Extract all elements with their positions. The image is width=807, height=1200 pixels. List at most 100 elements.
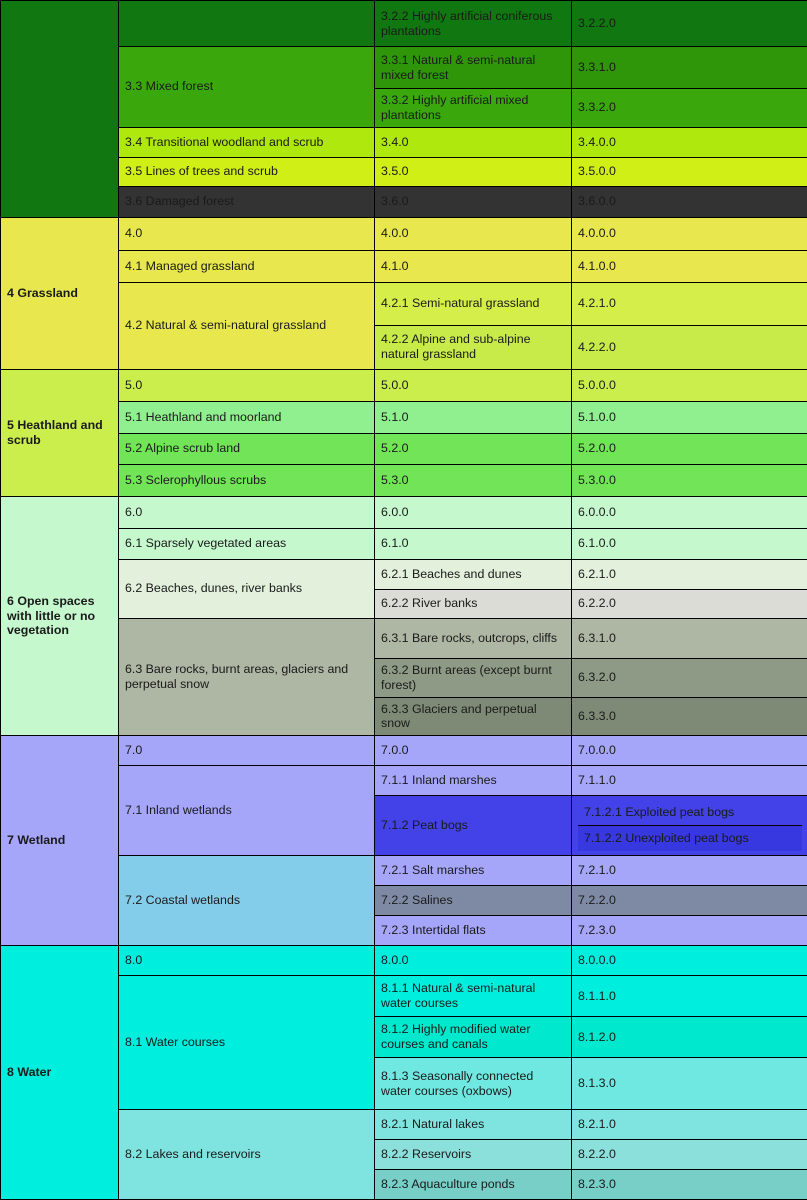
level4-code-cell: 8.1.3.0: [572, 1058, 807, 1110]
level3-class-cell: 8.2.3 Aquaculture ponds: [375, 1170, 572, 1200]
level4-code-cell: 3.5.0.0: [572, 157, 807, 186]
level4-code-cell: 4.2.1.0: [572, 282, 807, 325]
level3-class-cell: 6.2.1 Beaches and dunes: [375, 559, 572, 589]
level4-code-cell: 4.0.0.0: [572, 217, 807, 250]
level3-class-cell: 4.1.0: [375, 250, 572, 282]
level3-class-cell: 8.2.1 Natural lakes: [375, 1110, 572, 1140]
level2-class-cell: 4.2 Natural & semi-natural grassland: [119, 282, 375, 369]
level2-class-cell: 7.2 Coastal wetlands: [119, 856, 375, 946]
level2-class-cell: 6.2 Beaches, dunes, river banks: [119, 559, 375, 618]
level4-code-cell: 6.3.2.0: [572, 658, 807, 697]
level3-class-cell: 3.4.0: [375, 127, 572, 157]
level4-code-cell: 6.2.1.0: [572, 559, 807, 589]
level1-category-cell: [1, 1, 119, 218]
level2-class-cell: 3.6 Damaged forest: [119, 186, 375, 217]
level2-class-cell: [119, 1, 375, 47]
table-row: 3.2.2 Highly artificial coniferous plant…: [1, 1, 807, 47]
level3-class-cell: 5.2.0: [375, 433, 572, 464]
level2-class-cell: 3.5 Lines of trees and scrub: [119, 157, 375, 186]
level3-class-cell: 3.6.0: [375, 186, 572, 217]
level4-code-cell: 6.1.0.0: [572, 528, 807, 559]
level4-code-cell: 6.2.2.0: [572, 589, 807, 618]
level3-class-cell: 7.2.1 Salt marshes: [375, 856, 572, 886]
level4-code-cell: 5.0.0.0: [572, 369, 807, 401]
level2-class-cell: 8.2 Lakes and reservoirs: [119, 1110, 375, 1200]
level4-code-cell: 3.2.2.0: [572, 1, 807, 47]
level4-code-cell: 4.1.0.0: [572, 250, 807, 282]
level4-code-cell: 6.0.0.0: [572, 496, 807, 528]
level4-code-cell: 7.2.2.0: [572, 886, 807, 916]
level4-code-cell: 4.2.2.0: [572, 325, 807, 369]
level2-class-cell: 8.0: [119, 946, 375, 976]
level2-class-cell: 6.0: [119, 496, 375, 528]
level2-class-cell: 5.1 Heathland and moorland: [119, 401, 375, 433]
level1-category-cell: 7 Wetland: [1, 736, 119, 946]
level1-category-cell: 8 Water: [1, 946, 119, 1200]
level4-code-cell: 6.3.3.0: [572, 697, 807, 736]
level3-class-cell: 6.3.2 Burnt areas (except burnt forest): [375, 658, 572, 697]
level3-class-cell: 7.0.0: [375, 736, 572, 766]
level4-code-cell: 8.2.3.0: [572, 1170, 807, 1200]
level2-class-cell: 4.1 Managed grassland: [119, 250, 375, 282]
level3-class-cell: 3.5.0: [375, 157, 572, 186]
level4-code-cell: 5.3.0.0: [572, 464, 807, 496]
level4-code-cell: 3.3.1.0: [572, 47, 807, 89]
level3-class-cell: 7.2.2 Salines: [375, 886, 572, 916]
level2-class-cell: 6.3 Bare rocks, burnt areas, glaciers an…: [119, 618, 375, 736]
table-row: 6 Open spaces with little or no vegetati…: [1, 496, 807, 528]
level3-class-cell: 4.0.0: [375, 217, 572, 250]
level3-class-cell: 4.2.2 Alpine and sub-alpine natural gras…: [375, 325, 572, 369]
level3-class-cell: 4.2.1 Semi-natural grassland: [375, 282, 572, 325]
level2-class-cell: 3.4 Transitional woodland and scrub: [119, 127, 375, 157]
level3-class-cell: 8.1.2 Highly modified water courses and …: [375, 1017, 572, 1058]
level2-class-cell: 5.0: [119, 369, 375, 401]
level3-class-cell: 8.1.1 Natural & semi-natural water cours…: [375, 976, 572, 1017]
level3-class-cell: 5.0.0: [375, 369, 572, 401]
level3-class-cell: 5.1.0: [375, 401, 572, 433]
level4-code-cell: 6.3.1.0: [572, 618, 807, 658]
level4-code-cell: 8.0.0.0: [572, 946, 807, 976]
level2-class-cell: 4.0: [119, 217, 375, 250]
level2-class-cell: 6.1 Sparsely vegetated areas: [119, 528, 375, 559]
level2-class-cell: 5.2 Alpine scrub land: [119, 433, 375, 464]
level3-class-cell: 8.2.2 Reservoirs: [375, 1140, 572, 1170]
level3-class-cell: 6.3.1 Bare rocks, outcrops, cliffs: [375, 618, 572, 658]
level1-category-cell: 5 Heathland and scrub: [1, 369, 119, 496]
level3-class-cell: 6.3.3 Glaciers and perpetual snow: [375, 697, 572, 736]
level4-code-cell: 8.2.1.0: [572, 1110, 807, 1140]
table-row: 6.3 Bare rocks, burnt areas, glaciers an…: [1, 618, 807, 658]
level4-code-cell: 3.3.2.0: [572, 89, 807, 128]
level4-code-cell: 3.6.0.0: [572, 186, 807, 217]
level3-class-cell: 5.3.0: [375, 464, 572, 496]
level4-code-cell: 8.2.2.0: [572, 1140, 807, 1170]
level1-category-cell: 6 Open spaces with little or no vegetati…: [1, 496, 119, 736]
level3-class-cell: 8.1.3 Seasonally connected water courses…: [375, 1058, 572, 1110]
level3-class-cell: 3.3.2 Highly artificial mixed plantation…: [375, 89, 572, 128]
level2-class-cell: 3.3 Mixed forest: [119, 47, 375, 128]
level4-code-cell: 7.1.2.1 Exploited peat bogs: [578, 800, 802, 826]
level3-class-cell: 6.2.2 River banks: [375, 589, 572, 618]
level4-code-cell: 7.1.1.0: [572, 766, 807, 796]
level4-code-cell: 7.2.1.0: [572, 856, 807, 886]
level3-class-cell: 6.0.0: [375, 496, 572, 528]
level2-class-cell: 8.1 Water courses: [119, 976, 375, 1110]
level3-class-cell: 6.1.0: [375, 528, 572, 559]
